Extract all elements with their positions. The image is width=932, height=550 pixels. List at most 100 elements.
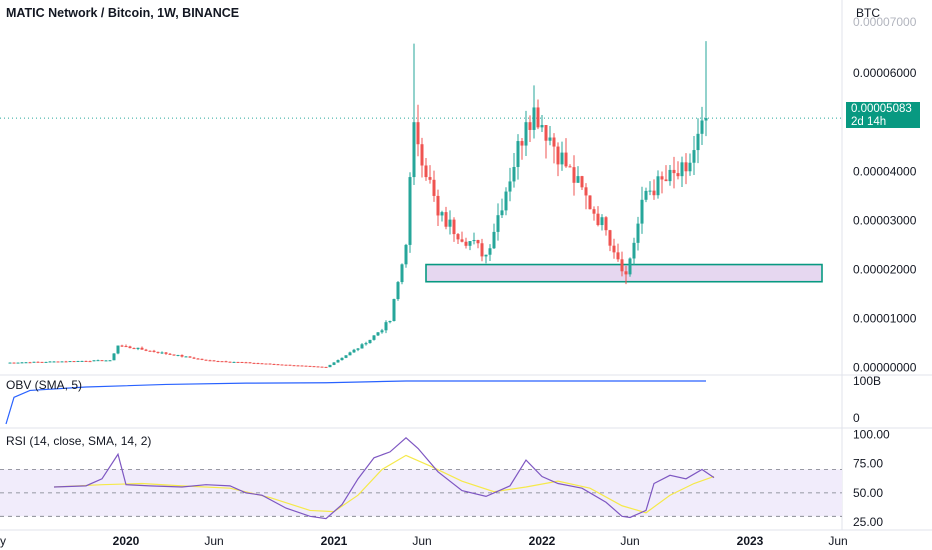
candle-body [220,361,224,363]
chart-title: MATIC Network / Bitcoin, 1W, BINANCE [6,6,240,20]
candle-body [268,363,272,365]
time-tick-label: Jun [620,534,639,548]
candle-body [228,361,232,363]
candle-body [424,165,428,178]
candle-body [16,362,20,364]
obv-line [5,380,706,425]
candle-body [520,141,524,146]
candle-body [252,362,256,364]
time-tick-label: 2023 [737,534,764,548]
candle-body [456,234,460,240]
candle-body [540,125,544,128]
candle-body [196,358,200,360]
time-tick-label: 2022 [529,534,556,548]
candle-body [188,356,192,358]
candle-body [76,360,80,362]
candle-body [692,150,696,163]
candle-body [64,361,68,363]
candle-body [400,264,404,283]
time-tick-label: Jun [412,534,431,548]
candle-body [416,122,420,145]
candle-body [644,190,648,200]
rsi-indicator-label[interactable]: RSI (14, close, SMA, 14, 2) [6,434,152,448]
candle-body [348,352,352,356]
candle-body [240,361,244,363]
candle-body [308,365,312,367]
candle-body [432,179,436,196]
candle-body [452,219,456,235]
candle-body [280,364,284,366]
candle-body [288,364,292,366]
candle-body [132,348,136,350]
candle-body [672,169,676,174]
candle-body [296,365,300,367]
last-price-value: 0.00005083 [851,103,912,115]
candle-body [96,360,100,362]
candle-body [444,212,448,227]
candle-body [144,349,148,351]
candle-body [352,349,356,353]
bar-countdown: 2d 14h [851,115,887,128]
candle-body [52,361,56,363]
candle-body [460,239,464,242]
candle-body [108,360,112,362]
candle-body [88,361,92,363]
rsi-sma-line [53,454,715,514]
candle-body [636,223,640,243]
candle-body [12,362,16,364]
candle-body [552,137,556,147]
candle-body [156,351,160,353]
candle-body [380,330,384,333]
price-tick-label: 0.00000000 [853,361,917,375]
candle-body [200,358,204,360]
candle-body [536,107,540,128]
rsi-tick-label: 50.00 [853,486,883,500]
candle-body [688,162,692,172]
candle-body [40,361,44,363]
candle-body [516,141,520,167]
candle-body [232,361,236,363]
candle-body [592,209,596,214]
candle-body [524,122,528,146]
candle-body [396,282,400,300]
candle-body [620,259,624,272]
candle-body [24,362,28,364]
price-tick-label: 0.00006000 [853,66,917,80]
candle-body [320,366,324,368]
candle-body [428,177,432,180]
candle-body [136,347,140,349]
candle-body [684,162,688,172]
candle-body [572,167,576,183]
candle-body [604,217,608,231]
candle-body [556,146,560,165]
candle-body [192,357,196,359]
candle-body [184,356,188,358]
candle-body [584,187,588,196]
candle-body [548,137,552,141]
candle-body [100,360,104,362]
candle-body [560,152,564,165]
candle-body [676,173,680,177]
candle-body [404,244,408,265]
candle-body [216,361,220,363]
candle-body [576,176,580,183]
candles-group [8,41,708,368]
obv-tick-label: 100B [853,374,881,388]
candle-body [600,217,604,226]
candle-body [276,364,280,366]
candle-body [440,212,444,216]
candle-body [208,360,212,362]
candle-body [260,363,264,365]
candle-body [580,176,584,188]
candle-body [172,354,176,356]
candle-body [212,360,216,362]
candle-body [300,365,304,367]
time-tick-label: Jun [828,534,847,548]
candle-body [480,243,484,257]
candle-body [632,242,636,259]
candle-body [388,321,392,323]
candle-body [544,125,548,141]
candle-body [256,363,260,365]
obv-indicator-label[interactable]: OBV (SMA, 5) [6,378,83,392]
